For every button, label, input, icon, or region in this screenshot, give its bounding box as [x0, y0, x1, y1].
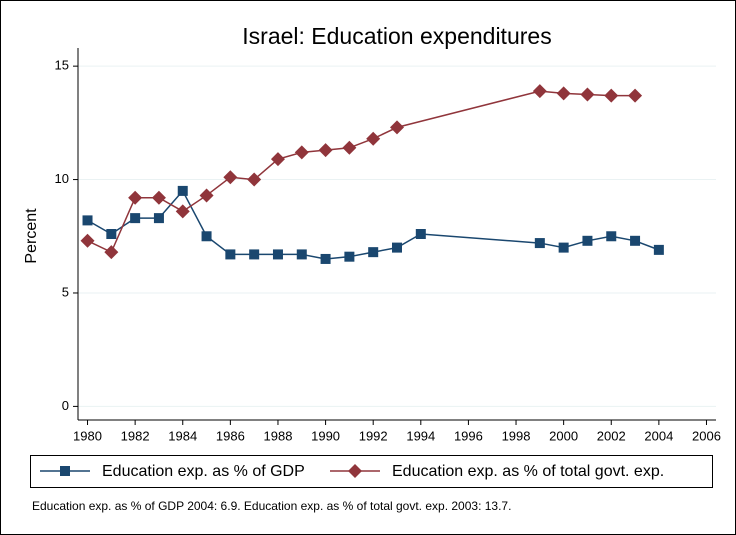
data-point — [392, 242, 402, 253]
data-point — [320, 253, 331, 264]
x-tick-label: 1986 — [216, 428, 245, 443]
data-point — [366, 131, 381, 146]
data-point — [580, 87, 595, 102]
data-point — [104, 245, 119, 260]
data-point — [606, 231, 617, 242]
data-point — [294, 145, 309, 160]
y-axis-label: Percent — [23, 208, 40, 264]
data-point — [604, 88, 619, 103]
data-point — [225, 249, 236, 260]
x-tick-label: 1992 — [359, 428, 388, 443]
x-tick-label: 2002 — [597, 428, 626, 443]
y-tick-label: 10 — [55, 171, 69, 186]
data-point — [223, 170, 238, 185]
data-point — [296, 249, 307, 260]
data-point — [272, 249, 283, 260]
y-tick-label: 0 — [62, 398, 69, 413]
legend-marker — [60, 466, 70, 476]
data-point — [390, 120, 404, 135]
data-point — [151, 190, 166, 205]
data-point — [344, 251, 355, 262]
data-point — [128, 190, 143, 205]
data-point — [653, 244, 664, 255]
data-point — [249, 249, 260, 260]
x-tick-label: 1982 — [121, 428, 150, 443]
y-tick-label: 15 — [55, 58, 69, 73]
note: Education exp. as % of GDP 2004: 6.9. Ed… — [32, 499, 511, 513]
data-point — [130, 213, 141, 224]
x-tick-label: 1996 — [454, 428, 483, 443]
legend-label: Education exp. as % of GDP — [102, 463, 305, 480]
data-point — [270, 152, 285, 167]
x-tick-label: 1994 — [406, 428, 435, 443]
y-tick-label: 5 — [62, 284, 69, 299]
x-tick-label: 1990 — [311, 428, 340, 443]
data-point — [318, 143, 333, 158]
legend-label: Education exp. as % of total govt. exp. — [392, 463, 664, 480]
x-tick-label: 1980 — [73, 428, 102, 443]
chart-title: Israel: Education expenditures — [242, 23, 551, 49]
data-point — [534, 238, 545, 249]
data-point — [368, 247, 379, 258]
data-point — [532, 84, 547, 99]
x-tick-label: 1998 — [502, 428, 531, 443]
data-point — [247, 172, 262, 187]
x-tick-label: 2004 — [644, 428, 673, 443]
data-point — [199, 188, 214, 203]
x-tick-label: 1988 — [264, 428, 293, 443]
x-tick-label: 2000 — [549, 428, 578, 443]
data-point — [558, 242, 569, 253]
data-point — [106, 229, 117, 239]
x-tick-label: 2006 — [692, 428, 721, 443]
data-point — [415, 229, 426, 239]
data-point — [82, 215, 93, 226]
data-point — [628, 88, 643, 103]
data-point — [80, 233, 95, 248]
data-point — [582, 235, 593, 246]
data-point — [153, 213, 164, 224]
data-point — [201, 231, 212, 242]
legend-marker — [348, 464, 362, 478]
data-point — [175, 204, 190, 219]
data-point — [342, 140, 357, 155]
data-point — [556, 86, 571, 101]
data-point — [177, 185, 188, 196]
x-tick-label: 1984 — [168, 428, 197, 443]
data-point — [630, 235, 641, 246]
